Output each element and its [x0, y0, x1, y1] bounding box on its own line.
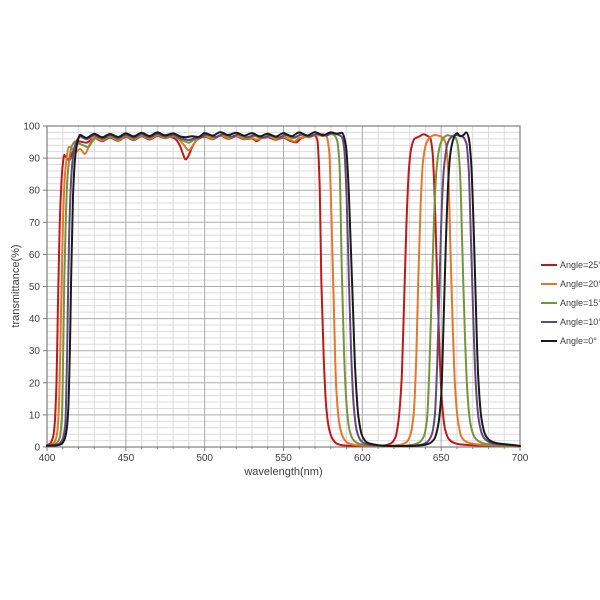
legend-swatch-angle-15: [541, 302, 557, 304]
svg-text:90: 90: [29, 154, 41, 165]
svg-text:10: 10: [29, 410, 41, 421]
legend-label-angle-20: Angle=20°: [560, 279, 600, 289]
svg-text:100: 100: [23, 122, 40, 133]
x-axis-title: wavelength(nm): [244, 466, 323, 478]
svg-text:550: 550: [275, 453, 292, 464]
legend-label-angle-10: Angle=10°: [560, 317, 600, 327]
y-axis-title: transmittance(%): [10, 244, 22, 328]
legend: Angle=25° Angle=20° Angle=15° Angle=10° Angl…: [541, 260, 600, 346]
legend-label-angle-25: Angle=25°: [560, 260, 600, 270]
svg-text:0: 0: [34, 443, 40, 454]
svg-text:700: 700: [512, 453, 529, 464]
svg-text:20: 20: [29, 378, 41, 389]
y-tick-labels: 0 10 20 30 40 50 60 70 80 90 100: [23, 122, 40, 454]
legend-item-angle-10: Angle=10°: [541, 317, 600, 327]
svg-text:500: 500: [196, 453, 213, 464]
legend-item-angle-25: Angle=25°: [541, 260, 600, 270]
legend-label-angle-15: Angle=15°: [560, 298, 600, 308]
svg-text:400: 400: [39, 453, 56, 464]
legend-item-angle-0: Angle=0°: [541, 336, 600, 346]
legend-swatch-angle-20: [541, 283, 557, 285]
legend-swatch-angle-25: [541, 264, 557, 266]
axis-ticks: [43, 125, 521, 451]
x-tick-labels: 400 450 500 550 600 650 700: [39, 453, 529, 464]
svg-text:600: 600: [354, 453, 371, 464]
series-line-angle-0: [46, 131, 521, 448]
legend-swatch-angle-10: [541, 321, 557, 323]
series-line-angle-20: [46, 133, 521, 448]
legend-item-angle-20: Angle=20°: [541, 279, 600, 289]
svg-text:70: 70: [29, 218, 41, 229]
legend-swatch-angle-0: [541, 340, 557, 342]
svg-text:80: 80: [29, 186, 41, 197]
legend-label-angle-0: Angle=0°: [560, 336, 597, 346]
svg-text:40: 40: [29, 314, 41, 325]
svg-text:450: 450: [117, 453, 134, 464]
legend-item-angle-15: Angle=15°: [541, 298, 600, 308]
svg-text:60: 60: [29, 250, 41, 261]
svg-text:650: 650: [433, 453, 450, 464]
svg-text:50: 50: [29, 282, 41, 293]
svg-text:30: 30: [29, 346, 41, 357]
